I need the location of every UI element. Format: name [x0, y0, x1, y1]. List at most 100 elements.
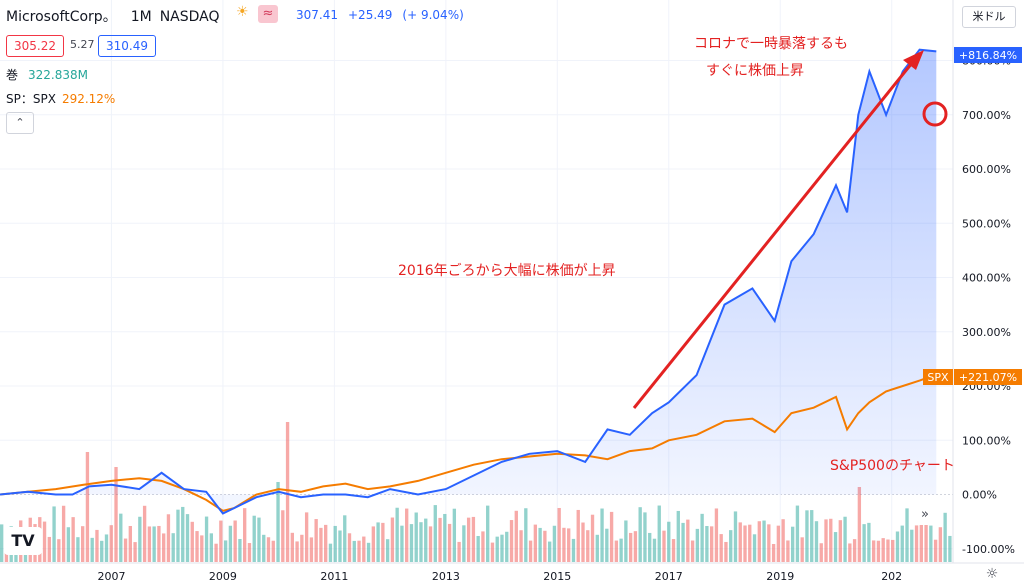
volume-bar	[438, 517, 442, 562]
volume-bar	[195, 531, 199, 562]
volume-bar	[157, 525, 161, 562]
y-tick-label: 600.00%	[962, 163, 1011, 176]
volume-bar	[543, 530, 547, 562]
volume-bar	[614, 540, 619, 562]
volume-bar	[533, 524, 538, 562]
timeframe: 1M	[130, 9, 152, 25]
volume-bar	[162, 533, 166, 562]
volume-bar	[714, 508, 719, 562]
msft-badge: +816.84%	[954, 47, 1022, 63]
volume-bar	[671, 539, 676, 562]
volume-bar	[648, 532, 652, 562]
volume-bar	[433, 505, 437, 562]
volume-bar	[486, 505, 490, 562]
volume-bar	[271, 540, 275, 562]
volume-bar	[695, 528, 700, 562]
volume-bar	[57, 539, 61, 562]
volume-bar	[514, 510, 518, 562]
volume-bar	[247, 543, 252, 562]
volume-bar	[590, 514, 595, 562]
price-change-pct: (+ 9.04%)	[402, 8, 464, 22]
buy-button[interactable]: 310.49	[98, 35, 156, 57]
volume-bar	[138, 516, 142, 562]
volume-bar	[52, 506, 56, 562]
volume-bar	[900, 525, 904, 562]
x-tick-label: 202	[881, 570, 902, 583]
volume-bar	[924, 519, 928, 562]
volume-bar	[624, 520, 628, 562]
volume-bar	[0, 524, 4, 562]
volume-bar	[819, 543, 823, 562]
volume-bar	[943, 512, 947, 562]
volume-bar	[633, 531, 638, 562]
volume-bar	[867, 522, 871, 562]
currency-unit-button[interactable]: 米ドル	[962, 6, 1016, 28]
volume-bar	[643, 512, 647, 562]
volume-bar	[505, 531, 509, 562]
scroll-to-realtime-icon[interactable]: »	[915, 505, 935, 525]
y-tick-label: 0.00%	[962, 489, 997, 502]
volume-bar	[142, 505, 147, 562]
y-tick-label: 100.00%	[962, 434, 1011, 447]
volume-bar	[295, 541, 299, 562]
volume-bar	[681, 522, 685, 562]
volume-bar	[509, 520, 514, 562]
volume-bar	[738, 522, 742, 562]
volume-bar	[609, 511, 614, 562]
volume-bar	[600, 508, 604, 562]
volume-bar	[490, 542, 495, 562]
volume-bar	[147, 526, 152, 562]
volume-bar	[891, 539, 895, 562]
msft-area-fill	[0, 49, 937, 514]
volume-bar	[85, 452, 90, 562]
volume-bar	[652, 538, 657, 562]
volume-bar	[243, 508, 247, 562]
volume-bar	[676, 510, 680, 562]
spx-badge-symbol: SPX	[927, 371, 949, 384]
volume-bar	[385, 539, 390, 562]
volume-bar	[857, 487, 862, 562]
volume-bar	[185, 514, 190, 562]
volume-bar	[476, 535, 480, 562]
volume-bar	[400, 525, 404, 562]
volume-bar	[104, 534, 109, 562]
volume-bar	[757, 521, 761, 562]
volume-bar	[443, 513, 447, 562]
compare-legend[interactable]: SP：SPX 292.12%	[6, 90, 115, 107]
volume-bar	[371, 526, 376, 562]
volume-bar	[576, 509, 580, 562]
volume-bar	[705, 526, 709, 562]
volume-bar	[724, 541, 728, 562]
volume-bar	[805, 510, 809, 562]
compare-label: SP：SPX	[6, 92, 56, 106]
symbol-legend[interactable]: MicrosoftCorp。 1M NASDAQ	[6, 6, 220, 26]
extended-hours-icon[interactable]: ≈	[258, 5, 278, 23]
gear-icon[interactable]: ☼	[985, 566, 999, 582]
volume-bar	[567, 528, 571, 562]
volume-bar	[538, 527, 542, 562]
volume-bar	[238, 538, 242, 562]
volume-bar	[871, 540, 876, 562]
collapse-legend-button[interactable]: ⌃	[6, 112, 34, 134]
sell-button[interactable]: 305.22	[6, 35, 64, 57]
volume-bar	[824, 519, 828, 562]
volume-bar	[324, 524, 328, 562]
volume-bar	[71, 517, 75, 562]
tradingview-logo-icon[interactable]: TV	[4, 527, 42, 555]
y-tick-label: -100.00%	[962, 543, 1015, 556]
annotation-corona-line1: コロナで一時暴落するも	[694, 36, 848, 52]
volume-bar	[557, 507, 561, 562]
volume-bar	[709, 526, 714, 562]
volume-bar	[905, 508, 909, 562]
market-open-sun-icon[interactable]: ☀	[236, 4, 249, 20]
volume-legend[interactable]: 巻 322.838M	[6, 66, 88, 83]
volume-bar	[90, 537, 94, 562]
volume-bar	[123, 538, 128, 562]
y-tick-label: 400.00%	[962, 272, 1011, 285]
volume-bar	[733, 511, 738, 562]
volume-bar	[95, 529, 99, 562]
x-tick-label: 2011	[320, 570, 348, 583]
volume-bar	[929, 525, 933, 562]
volume-bar	[447, 523, 452, 562]
